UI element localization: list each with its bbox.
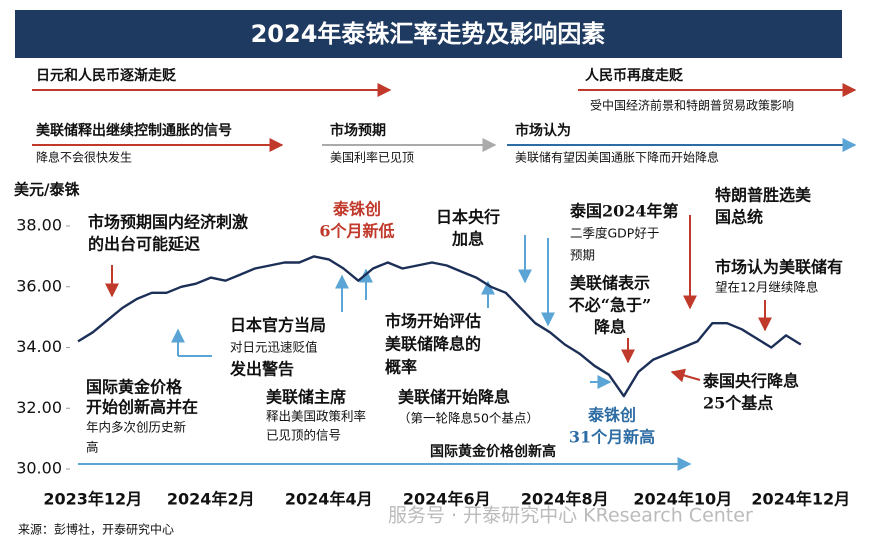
annotation: 美联储有望因美国通胀下降而开始降息 (515, 150, 719, 165)
annotation: 6个月新低 (319, 222, 394, 241)
annotation: 泰铢创 (587, 406, 636, 425)
title-bar (15, 10, 842, 58)
x-tick-label: 2024年8月 (521, 490, 609, 509)
y-tick-label: 38.00 (16, 216, 62, 235)
y-tick-label: 34.00 (16, 337, 62, 356)
annotation: 市场预期 (330, 122, 386, 139)
x-tick-label: 2024年10月 (633, 490, 732, 509)
annotation: 美联储降息的 (385, 335, 481, 354)
annotation: 不必“急于” (569, 296, 651, 315)
annotation: 人民币再度走贬 (585, 67, 684, 84)
annotation: 二季度GDP好于 (570, 226, 659, 241)
chart-title: 2024年泰铢汇率走势及影响因素 (251, 20, 606, 48)
annotation: 预期 (570, 248, 595, 263)
annotation: 美联储释出继续控制通胀的信号 (36, 122, 232, 139)
annotation: 日本官方当局 (230, 316, 326, 335)
annotation: 受中国经济前景和特朗普贸易政策影响 (590, 98, 794, 113)
y-tick-label: 30.00 (16, 459, 62, 478)
annotation: 美联储开始降息 (398, 388, 510, 407)
annotation: 的出台可能延迟 (88, 235, 200, 254)
annotation: 高 (86, 440, 99, 455)
annotation: 市场认为 (515, 122, 571, 139)
annotation: 日本央行 (436, 208, 500, 227)
x-tick-label: 2024年4月 (285, 490, 373, 509)
series-line (77, 255, 802, 398)
annotation-arrows (78, 215, 772, 471)
annotation: 市场预期国内经济刺激 (88, 213, 248, 232)
source: 来源：彭博社，开泰研究中心 (18, 522, 174, 537)
annotation: （第一轮降息50个基点） (398, 411, 539, 426)
annotation: 概率 (385, 358, 417, 377)
annotation: 发出警告 (229, 360, 294, 379)
annotation: 国总统 (715, 208, 763, 227)
annotation: 特朗普胜选美 (715, 186, 812, 205)
y-axis-label: 美元/泰铢 (14, 181, 80, 199)
annotation: 对日元迅速贬值 (230, 340, 318, 355)
annotation: 开始创新高并在 (86, 398, 198, 417)
annotation: 已见顶的信号 (266, 428, 341, 443)
annotation: 降息 (594, 318, 626, 337)
x-tick-label: 2024年6月 (403, 490, 491, 509)
x-tick-label: 2024年2月 (167, 490, 255, 509)
annotation: 释出美国政策利率 (266, 409, 366, 424)
annotation: 31个月新高 (569, 428, 655, 447)
annotation: 泰国2024年第 (569, 202, 679, 221)
annotation: 年内多次创历史新 (86, 420, 186, 435)
annotation: 泰国央行降息 (702, 372, 799, 391)
annotation: 市场认为美联储有 (715, 258, 843, 277)
annotation: 25个基点 (703, 394, 773, 413)
annotation: 日元和人民币逐渐走贬 (36, 67, 177, 84)
annotation: 市场开始评估 (385, 312, 481, 331)
annotation: 国际黄金价格创新高 (430, 443, 556, 460)
watermark: 服务号 · 开泰研究中心 KResearch Center (388, 505, 753, 527)
annotation: 加息 (451, 230, 484, 249)
y-tick-label: 36.00 (16, 276, 62, 295)
annotation: 望在12月继续降息 (715, 280, 818, 295)
annotation: 美国利率已见顶 (330, 150, 414, 165)
y-tick-label: 32.00 (16, 398, 62, 417)
annotation: 泰铢创 (332, 200, 381, 219)
header-arrows (32, 83, 857, 152)
annotation: 降息不会很快发生 (36, 150, 132, 165)
annotation: 国际黄金价格 (86, 378, 183, 397)
x-tick-label: 2023年12月 (43, 490, 142, 509)
annotation: 美联储表示 (570, 274, 650, 293)
annotation: 美联储主席 (266, 388, 346, 407)
x-tick-label: 2024年12月 (751, 490, 850, 509)
